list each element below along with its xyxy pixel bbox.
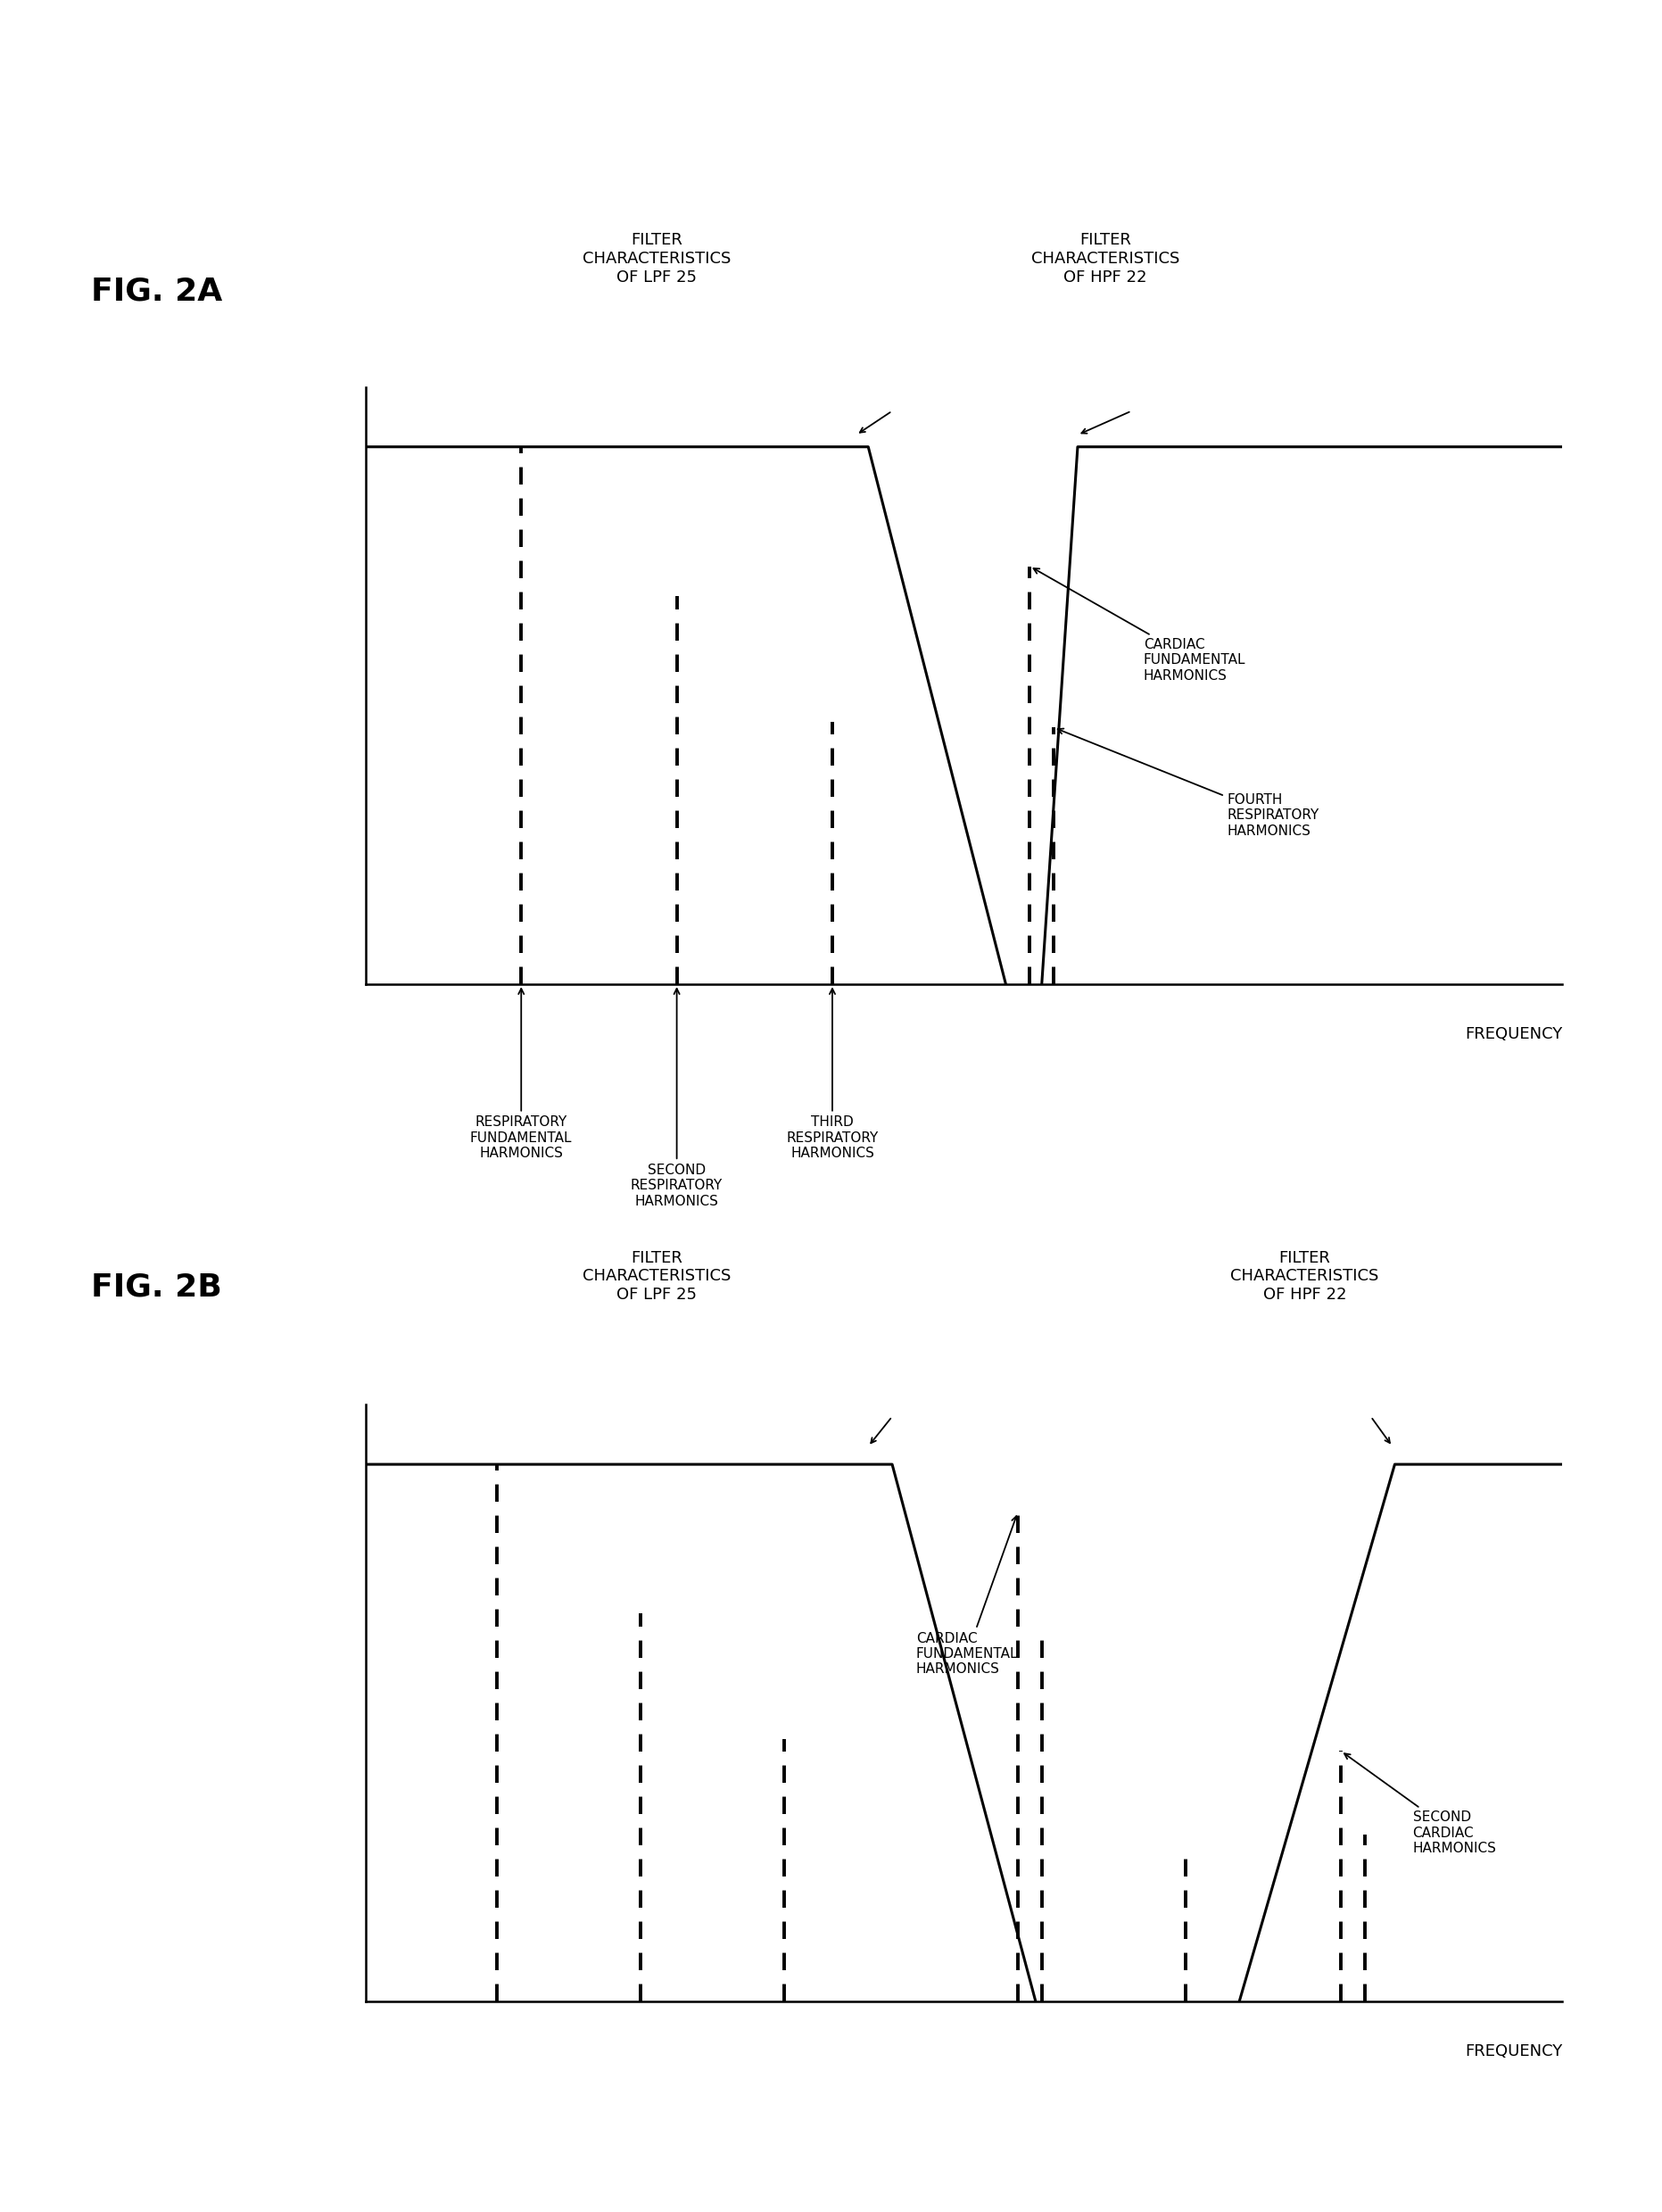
Text: FREQUENCY: FREQUENCY: [1464, 1026, 1562, 1042]
Text: FILTER
CHARACTERISTICS
OF HPF 22: FILTER CHARACTERISTICS OF HPF 22: [1230, 1250, 1379, 1303]
Text: FIG. 2A: FIG. 2A: [91, 276, 223, 307]
Text: SECOND
CARDIAC
HARMONICS: SECOND CARDIAC HARMONICS: [1345, 1754, 1496, 1856]
Text: CARDIAC
FUNDAMENTAL
HARMONICS: CARDIAC FUNDAMENTAL HARMONICS: [916, 1515, 1019, 1677]
Text: FILTER
CHARACTERISTICS
OF LPF 25: FILTER CHARACTERISTICS OF LPF 25: [582, 232, 731, 285]
Text: RESPIRATORY
FUNDAMENTAL
HARMONICS: RESPIRATORY FUNDAMENTAL HARMONICS: [470, 989, 572, 1159]
Text: SECOND
RESPIRATORY
HARMONICS: SECOND RESPIRATORY HARMONICS: [630, 989, 723, 1208]
Text: FIG. 2B: FIG. 2B: [91, 1272, 223, 1303]
Text: FOURTH
RESPIRATORY
HARMONICS: FOURTH RESPIRATORY HARMONICS: [1057, 728, 1320, 838]
Text: FREQUENCY: FREQUENCY: [1464, 2044, 1562, 2059]
Text: CARDIAC
FUNDAMENTAL
HARMONICS: CARDIAC FUNDAMENTAL HARMONICS: [1034, 568, 1245, 681]
Text: FILTER
CHARACTERISTICS
OF HPF 22: FILTER CHARACTERISTICS OF HPF 22: [1030, 232, 1180, 285]
Text: THIRD
RESPIRATORY
HARMONICS: THIRD RESPIRATORY HARMONICS: [786, 989, 879, 1159]
Text: FILTER
CHARACTERISTICS
OF LPF 25: FILTER CHARACTERISTICS OF LPF 25: [582, 1250, 731, 1303]
